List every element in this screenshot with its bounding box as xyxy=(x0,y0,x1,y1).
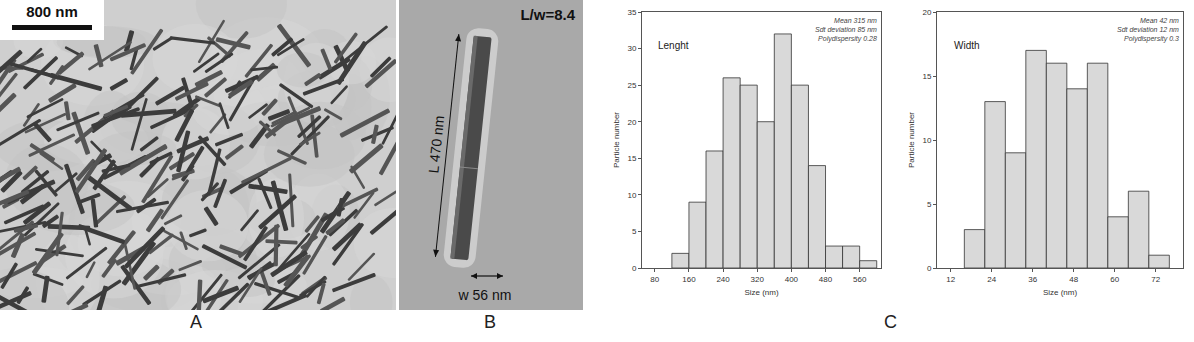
svg-text:20: 20 xyxy=(627,118,636,127)
svg-text:Mean 42 nmSdt deviation 12 nmP: Mean 42 nmSdt deviation 12 nmPolydispers… xyxy=(1117,17,1179,43)
svg-text:12: 12 xyxy=(946,275,955,284)
svg-text:24: 24 xyxy=(987,275,996,284)
svg-text:80: 80 xyxy=(650,275,659,284)
svg-text:5: 5 xyxy=(632,227,637,236)
svg-text:560: 560 xyxy=(853,275,867,284)
svg-text:Size (nm): Size (nm) xyxy=(744,288,779,297)
svg-text:35: 35 xyxy=(627,8,636,17)
svg-text:Particle number: Particle number xyxy=(907,112,916,168)
svg-text:480: 480 xyxy=(819,275,833,284)
svg-text:0: 0 xyxy=(632,264,637,273)
svg-text:15: 15 xyxy=(627,154,636,163)
svg-text:25: 25 xyxy=(627,81,636,90)
svg-text:160: 160 xyxy=(682,275,696,284)
svg-text:10: 10 xyxy=(627,191,636,200)
svg-text:L 470 nm: L 470 nm xyxy=(425,115,447,174)
html-text:A: A xyxy=(190,312,202,332)
svg-text:Lenght: Lenght xyxy=(658,40,689,51)
svg-text:60: 60 xyxy=(1110,275,1119,284)
svg-text:Mean 315 nmSdt deviation 85 nm: Mean 315 nmSdt deviation 85 nmPolydisper… xyxy=(815,17,877,43)
svg-text:10: 10 xyxy=(922,136,931,145)
svg-text:400: 400 xyxy=(785,275,799,284)
svg-text:Size (nm): Size (nm) xyxy=(1043,288,1078,297)
svg-text:240: 240 xyxy=(716,275,730,284)
html-text:C: C xyxy=(884,312,897,332)
svg-text:w 56 nm: w 56 nm xyxy=(458,287,512,303)
svg-text:0: 0 xyxy=(927,264,932,273)
svg-text:320: 320 xyxy=(751,275,765,284)
svg-text:36: 36 xyxy=(1028,275,1037,284)
svg-text:15: 15 xyxy=(922,72,931,81)
svg-text:Width: Width xyxy=(954,40,980,51)
html-text:B: B xyxy=(484,312,496,332)
svg-text:30: 30 xyxy=(627,44,636,53)
svg-text:20: 20 xyxy=(922,8,931,17)
svg-text:800 nm: 800 nm xyxy=(26,3,78,20)
svg-text:Particle number: Particle number xyxy=(612,112,621,168)
svg-text:48: 48 xyxy=(1069,275,1078,284)
svg-text:5: 5 xyxy=(927,200,932,209)
svg-text:72: 72 xyxy=(1151,275,1160,284)
svg-text:L/w=8.4: L/w=8.4 xyxy=(520,6,575,23)
